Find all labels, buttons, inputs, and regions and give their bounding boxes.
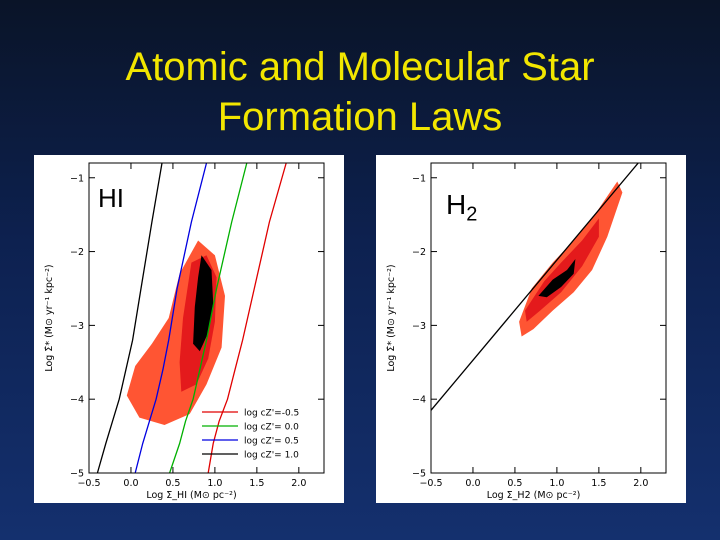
h2-series-line-0 xyxy=(431,163,640,411)
h2-x-tick-label-0: −0.5 xyxy=(419,478,442,489)
hi-x-tick-label-1: 0.0 xyxy=(123,478,138,489)
h2-chart-svg: −0.5 0.0 0.5 1.0 1.5 2.0 −1 −2 −3 −4 −5 Log Σ_H2 (M… xyxy=(386,162,667,501)
hi-y-axis-label: Log Σ̇* (M⊙ yr⁻¹ kpc⁻²) xyxy=(44,264,55,371)
hi-chart-panel: −0.5 0.0 0.5 1.0 1.5 2.0 −1 −2 −3 −4 −5 Log Σ_HI (M… xyxy=(34,155,344,503)
hi-y-tick-label-4: −5 xyxy=(70,469,84,480)
hi-plot-group xyxy=(96,163,287,473)
hi-y-tick-label-3: −4 xyxy=(70,395,84,406)
hi-x-tick-label-3: 1.0 xyxy=(207,478,222,489)
hi-x-tick-label-2: 0.5 xyxy=(165,478,180,489)
hi-series-line-3 xyxy=(96,163,163,473)
hi-density-core xyxy=(193,255,214,352)
hi-y-tick-label-1: −2 xyxy=(70,247,84,258)
h2-chart-panel: −0.5 0.0 0.5 1.0 1.5 2.0 −1 −2 −3 −4 −5 Log Σ_H2 (M… xyxy=(376,155,686,503)
h2-plot-group xyxy=(431,163,640,411)
h2-axes-frame xyxy=(430,162,667,474)
h2-panel-label: H2 xyxy=(446,189,477,227)
h2-y-tick-label-3: −4 xyxy=(412,395,426,406)
h2-x-tick-label-3: 1.0 xyxy=(549,478,564,489)
h2-density-core xyxy=(538,259,576,298)
h2-y-tick-label-2: −3 xyxy=(412,321,426,332)
h2-y-tick-label-0: −1 xyxy=(412,173,426,184)
h2-x-tick-label-1: 0.0 xyxy=(465,478,480,489)
h2-y-axis-label: Log Σ̇* (M⊙ yr⁻¹ kpc⁻²) xyxy=(386,264,397,371)
hi-x-axis-label: Log Σ_HI (M⊙ pc⁻²) xyxy=(146,490,236,501)
hi-series-line-2 xyxy=(134,163,208,473)
hi-y-tick-label-0: −1 xyxy=(70,173,84,184)
h2-x-axis-label: Log Σ_H2 (M⊙ pc⁻²) xyxy=(487,490,581,501)
hi-x-tick-label-4: 1.5 xyxy=(249,478,264,489)
hi-chart-svg: −0.5 0.0 0.5 1.0 1.5 2.0 −1 −2 −3 −4 −5 Log Σ_HI (M… xyxy=(44,162,325,501)
slide-title-line-1: Atomic and Molecular Star xyxy=(125,45,595,89)
hi-legend-label-3: log cZ'= 1.0 xyxy=(244,451,299,461)
hi-legend-label-1: log cZ'= 0.0 xyxy=(244,423,299,433)
hi-panel-label: HI xyxy=(98,183,124,213)
hi-y-tick-label-2: −3 xyxy=(70,321,84,332)
h2-panel-label-main: H xyxy=(446,189,467,220)
slide-title: Atomic and Molecular Star Formation Laws xyxy=(0,42,720,142)
hi-series-line-0 xyxy=(207,163,287,473)
hi-series-line-1 xyxy=(168,163,248,473)
h2-x-tick-label-5: 2.0 xyxy=(633,478,648,489)
h2-y-tick-label-1: −2 xyxy=(412,247,426,258)
h2-panel-label-sub: 2 xyxy=(466,203,478,226)
slide-title-line-2: Formation Laws xyxy=(217,95,503,139)
hi-legend-label-0: log cZ'=-0.5 xyxy=(244,409,299,419)
h2-x-tick-label-4: 1.5 xyxy=(591,478,606,489)
h2-x-tick-label-2: 0.5 xyxy=(507,478,522,489)
hi-x-tick-label-0: −0.5 xyxy=(77,478,100,489)
hi-x-tick-label-5: 2.0 xyxy=(291,478,306,489)
hi-legend-label-2: log cZ'= 0.5 xyxy=(244,437,299,447)
h2-y-tick-label-4: −5 xyxy=(412,469,426,480)
hi-axes-frame xyxy=(88,162,325,474)
